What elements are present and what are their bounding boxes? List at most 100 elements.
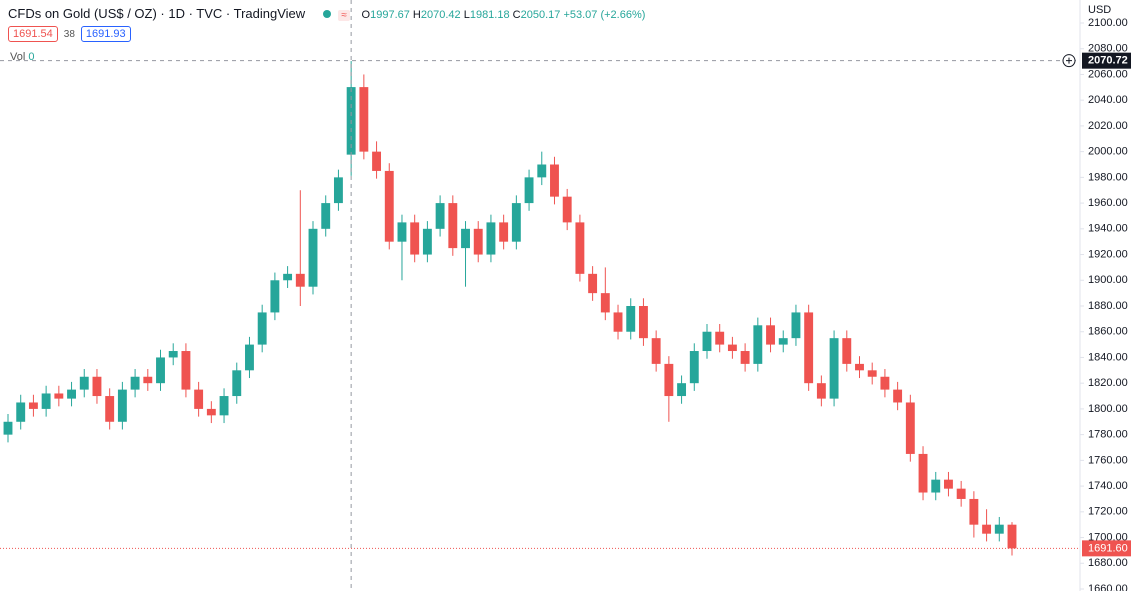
ohlc-value: 1981.18 [469,9,510,21]
candle-body [181,351,191,390]
y-tick-label: 1760.00 [1088,454,1128,466]
chart-title: CFDs on Gold (US$ / OZ) · 1D · TVC · Tra… [8,6,306,21]
y-tick-label: 1840.00 [1088,351,1128,363]
crosshair-label: 2070.72 [1088,55,1128,67]
y-tick-label: 1800.00 [1088,403,1128,415]
candle-body [397,222,407,242]
candle-body [524,177,534,204]
candle-body [143,376,153,384]
candle-body [92,376,102,397]
candle-body [54,393,64,399]
candle-body [613,312,623,332]
change: +53.07 (+2.66%) [563,9,646,21]
ohlc-letter: H [412,9,421,21]
volume-value: 0 [28,51,35,63]
status-icon: ≈ [338,10,350,21]
candle-body [651,338,661,364]
candle-body [677,383,687,397]
ask[interactable]: 1691.93 [80,26,131,42]
candle-body [257,312,267,345]
candle-body [715,331,725,345]
candle-body [804,312,814,384]
header: CFDs on Gold (US$ / OZ) · 1D · TVC · Tra… [8,6,645,21]
y-tick-label: 2040.00 [1088,94,1128,106]
candle-body [880,376,890,390]
candle-body [232,370,242,397]
y-tick-label: 2080.00 [1088,43,1128,55]
candle-body [422,228,432,255]
candle-body [562,196,572,223]
currency: USD [1088,4,1111,16]
ohlc: O1997.67 H2070.42 L1981.18 C2050.17 +53.… [362,9,646,21]
candle-body [486,222,496,255]
bid[interactable]: 1691.54 [8,26,58,42]
candle-body [626,306,636,332]
candle-body [855,363,864,371]
candle-body [956,488,966,499]
y-tick-label: 1900.00 [1088,274,1128,286]
y-tick-label: 1680.00 [1088,557,1128,569]
candle-body [372,151,382,171]
candle-body [905,402,915,454]
y-tick-label: 1780.00 [1088,429,1128,441]
y-tick-label: 1960.00 [1088,197,1128,209]
y-tick-label: 1880.00 [1088,300,1128,312]
candle-body [664,363,674,397]
ohlc-value: 2070.42 [420,9,461,21]
candle-body [28,402,38,409]
candle-body [727,344,737,352]
candle-body [448,203,458,249]
crosshair-label-box [1082,52,1131,69]
candle-body [117,389,127,422]
candle-body [79,376,89,390]
last-price-box [1082,540,1131,557]
volume-label: Vol [10,51,26,63]
candle-body [537,164,547,178]
candle-body [435,203,445,229]
ohlc-value: 2050.17 [520,9,561,21]
candle-body [67,389,76,399]
candle-body [206,408,216,416]
candle-body [842,338,852,364]
y-tick-label: 1920.00 [1088,248,1128,260]
quote-row: 1691.54 38 1691.93 [8,26,137,42]
y-tick-label: 1860.00 [1088,326,1128,338]
y-tick-label: 1720.00 [1088,506,1128,518]
candle-body [740,351,750,364]
candle-body [219,396,229,416]
candle-body [168,351,178,358]
candle-body [893,389,903,403]
y-tick-label: 1980.00 [1088,171,1128,183]
spread: 38 [63,29,75,40]
candle-body [410,222,420,255]
y-tick-label: 1660.00 [1088,583,1128,591]
y-tick-label: 2000.00 [1088,146,1128,158]
candle-body [16,402,26,422]
last-price-label: 1691.60 [1088,542,1128,554]
y-tick-label: 1820.00 [1088,377,1128,389]
y-tick-label: 2060.00 [1088,68,1128,80]
status-dot [322,10,331,18]
candle-body [384,170,394,242]
candle-body [702,331,712,352]
candle-body [511,203,521,242]
y-tick-label: 1940.00 [1088,223,1128,235]
candle-body [791,312,801,339]
candle-body [41,393,51,409]
candle-body [105,396,115,422]
y-tick-label: 1740.00 [1088,480,1128,492]
candle-body [575,222,585,274]
candle-body [753,325,763,364]
candle-body [918,453,928,493]
candle-body [461,228,470,249]
candle-body [333,177,343,204]
candle-body [550,164,559,197]
candle-body [321,203,331,229]
candle-body [499,222,509,242]
candle-body [931,479,941,493]
candle-body [994,524,1004,534]
candle-body [473,228,483,255]
candle-body [816,383,826,399]
